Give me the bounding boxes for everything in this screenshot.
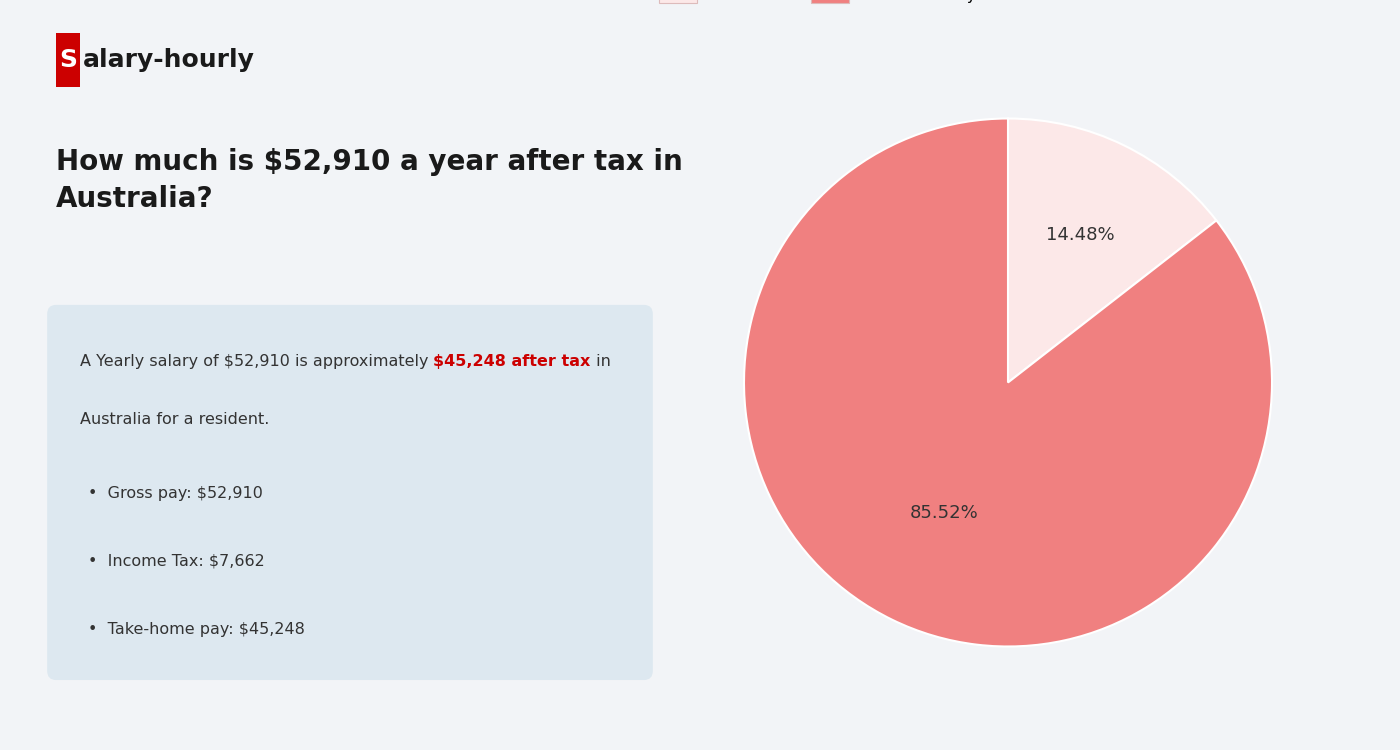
Text: •  Gross pay: $52,910: • Gross pay: $52,910: [88, 486, 263, 501]
Text: S: S: [59, 48, 77, 72]
Legend: Income Tax, Take-home Pay: Income Tax, Take-home Pay: [652, 0, 983, 9]
Bar: [56, 33, 80, 87]
Text: in: in: [591, 354, 610, 369]
Text: How much is $52,910 a year after tax in
Australia?: How much is $52,910 a year after tax in …: [56, 148, 683, 213]
Wedge shape: [1008, 118, 1217, 382]
Text: 14.48%: 14.48%: [1046, 226, 1114, 244]
FancyBboxPatch shape: [48, 304, 652, 680]
Text: $45,248 after tax: $45,248 after tax: [433, 354, 591, 369]
Text: Australia for a resident.: Australia for a resident.: [80, 413, 269, 428]
Wedge shape: [743, 118, 1273, 646]
Text: A Yearly salary of $52,910 is approximately: A Yearly salary of $52,910 is approximat…: [80, 354, 433, 369]
Text: 85.52%: 85.52%: [910, 504, 979, 522]
Text: •  Take-home pay: $45,248: • Take-home pay: $45,248: [88, 622, 305, 637]
Text: •  Income Tax: $7,662: • Income Tax: $7,662: [88, 554, 265, 569]
Text: alary-hourly: alary-hourly: [83, 48, 255, 72]
